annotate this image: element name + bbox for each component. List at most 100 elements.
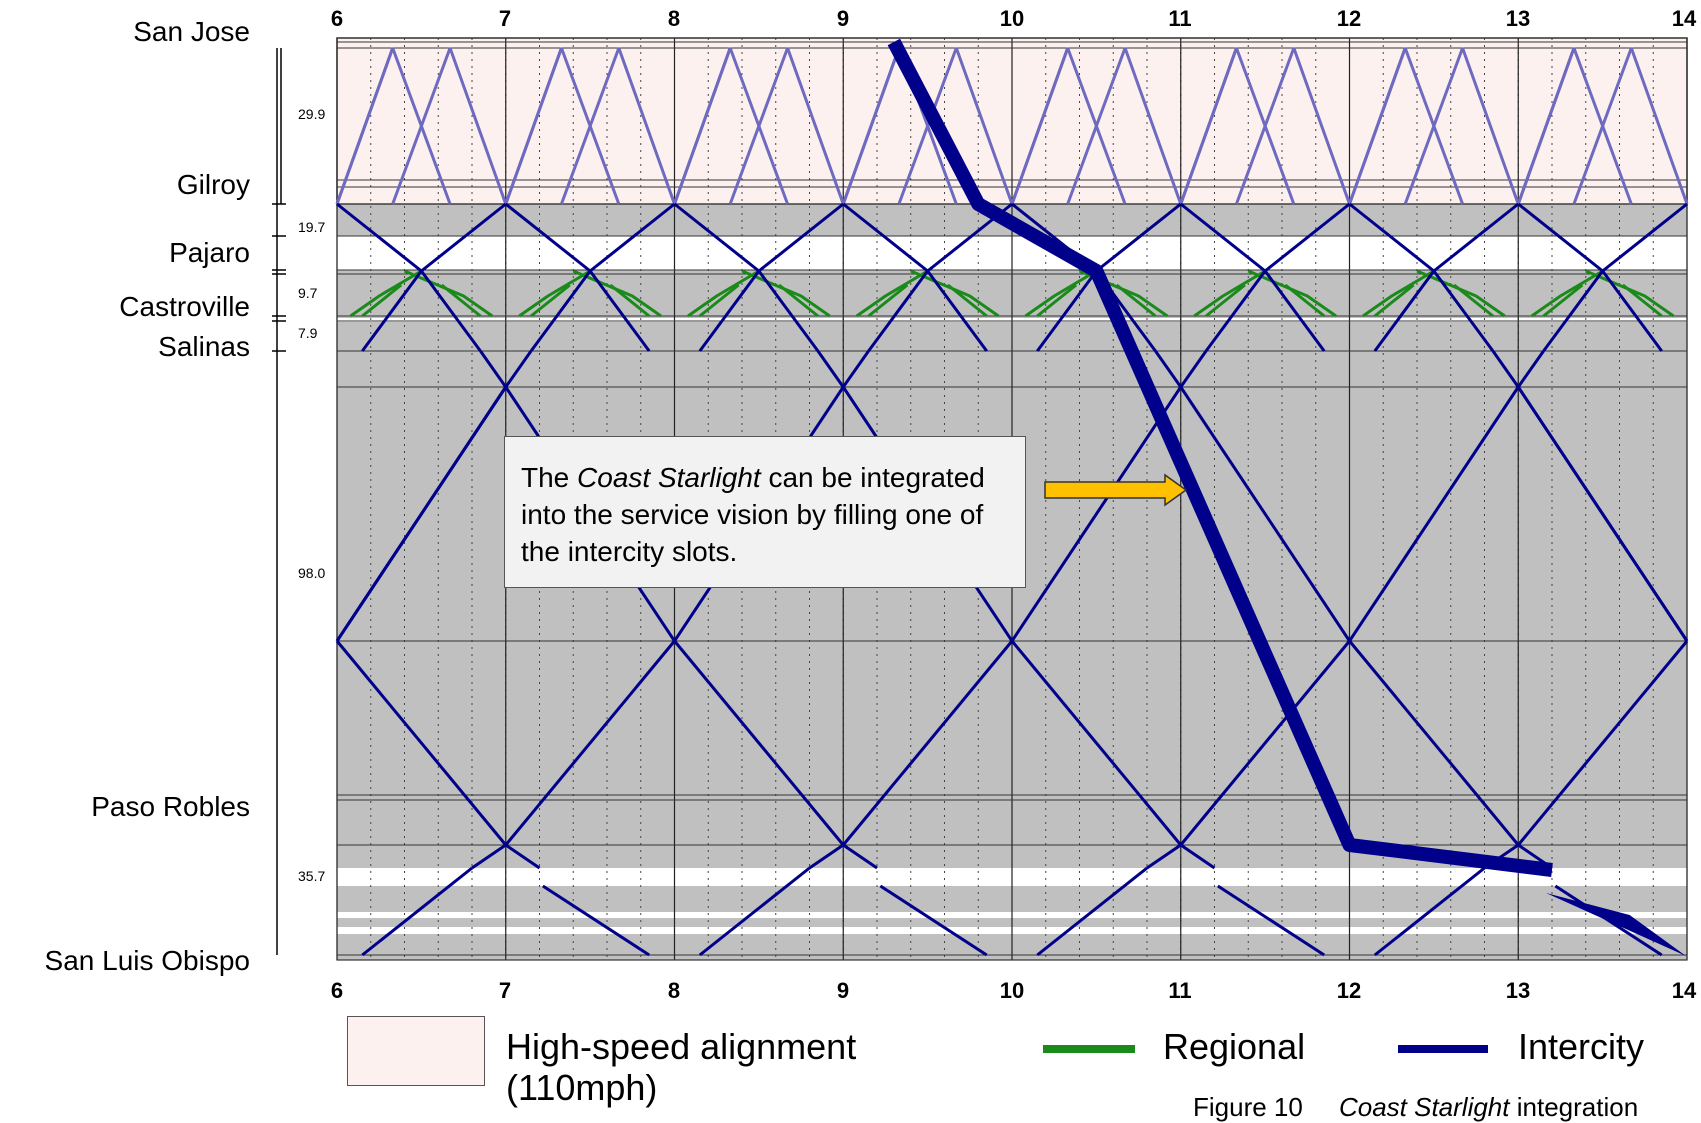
x-tick-top: 6 — [330, 6, 344, 31]
series-intercity — [1036, 866, 1148, 957]
series-intercity-hs — [673, 47, 732, 205]
series-regional — [1247, 269, 1337, 318]
series-intercity — [816, 350, 845, 388]
series-intercity-hs — [728, 47, 789, 205]
series-intercity — [842, 350, 870, 388]
segment-distance: 35.7 — [298, 868, 326, 884]
series-intercity-hs — [1348, 47, 1407, 205]
series-intercity-hs — [1403, 47, 1464, 205]
callout-prefix: The — [521, 462, 570, 493]
x-tick-bottom: 11 — [1168, 978, 1192, 1003]
legend-label-high-speed: High-speed alignment (110mph) — [506, 1026, 856, 1109]
series-regional — [687, 269, 760, 318]
series-intercity — [1348, 640, 1520, 846]
callout-arrow — [1044, 473, 1188, 507]
series-intercity-hs — [1572, 47, 1633, 205]
legend-label-intercity: Intercity — [1518, 1026, 1645, 1067]
x-tick-bottom: 7 — [498, 978, 512, 1003]
series-regional — [1284, 283, 1326, 318]
legend-swatch-high-speed — [347, 1016, 485, 1086]
series-intercity-hs — [1179, 47, 1238, 205]
series-intercity — [1491, 350, 1520, 388]
series-intercity-hs — [1461, 47, 1520, 205]
series-regional — [1542, 283, 1584, 318]
series-intercity-hs — [335, 47, 395, 205]
series-regional — [867, 283, 909, 318]
series-intercity — [1373, 202, 1520, 352]
segment-distance: 98.0 — [298, 565, 326, 581]
station-label: Paso Robles — [91, 791, 250, 822]
series-intercity — [335, 386, 507, 642]
x-tick-bottom: 6 — [330, 978, 344, 1003]
series-intercity-hs — [841, 47, 901, 205]
series-regional — [1585, 269, 1675, 318]
series-intercity — [673, 640, 845, 846]
series-intercity-hs — [1292, 47, 1351, 205]
series-intercity — [867, 202, 1013, 352]
series-regional — [698, 283, 740, 318]
series-intercity — [1179, 350, 1208, 388]
x-tick-top: 11 — [1168, 6, 1192, 31]
series-regional — [1621, 283, 1663, 318]
series-intercity-hs — [560, 47, 621, 205]
series-intercity — [361, 202, 507, 352]
x-tick-top: 8 — [667, 6, 681, 31]
series-intercity — [879, 884, 988, 957]
series-intercity — [842, 843, 878, 870]
callout-italic: Coast Starlight — [577, 462, 761, 493]
station-label: Pajaro — [169, 237, 250, 268]
series-intercity — [504, 843, 541, 870]
series-regional — [1530, 269, 1604, 318]
station-label: Castroville — [119, 291, 250, 322]
callout-suffix: can be integrated into the service visio… — [521, 462, 985, 567]
series-intercity — [1373, 866, 1486, 957]
series-intercity — [542, 884, 651, 957]
series-regional — [361, 283, 403, 318]
series-intercity-hs — [1516, 47, 1576, 205]
series-regional — [1036, 283, 1078, 318]
x-tick-bottom: 8 — [667, 978, 681, 1003]
series-regional — [910, 269, 1000, 318]
series-intercity-hs — [1629, 47, 1689, 205]
x-tick-bottom: 12 — [1336, 978, 1362, 1003]
series-intercity-hs — [1066, 47, 1127, 205]
x-tick-top: 10 — [999, 6, 1025, 31]
station-label: Gilroy — [176, 169, 250, 200]
caption-italic: Coast Starlight — [1338, 1092, 1510, 1122]
series-regional — [349, 269, 423, 318]
segment-distance: 9.7 — [298, 285, 318, 301]
coast-starlight-head — [1546, 893, 1686, 956]
annotation-callout: The Coast Starlight can be integrated in… — [504, 436, 1026, 588]
series-intercity — [479, 350, 507, 388]
series-intercity — [1542, 202, 1688, 352]
series-regional — [946, 283, 988, 318]
series-intercity-hs — [504, 47, 563, 205]
x-tick-top: 13 — [1505, 6, 1531, 31]
segment-distance: 19.7 — [298, 219, 326, 235]
series-intercity — [1010, 640, 1182, 846]
series-intercity-hs — [786, 47, 845, 205]
station-label: San Jose — [133, 16, 250, 47]
series-intercity — [698, 202, 845, 352]
x-tick-top: 12 — [1336, 6, 1362, 31]
series-regional — [1205, 283, 1246, 318]
caption-prefix: Figure 10 — [1193, 1092, 1303, 1122]
series-regional — [1115, 283, 1157, 318]
series-regional — [403, 269, 494, 318]
series-intercity-hs — [617, 47, 676, 205]
plot-frame — [336, 37, 1688, 961]
series-regional — [1193, 269, 1266, 318]
figure-caption: Figure 10 Coast Starlight integration — [1193, 1092, 1638, 1123]
series-regional — [572, 269, 662, 318]
series-regional — [1362, 269, 1435, 318]
series-intercity — [471, 843, 507, 870]
series-regional — [855, 269, 929, 318]
series-intercity — [1217, 884, 1326, 957]
series-regional — [530, 283, 571, 318]
x-tick-top: 9 — [836, 6, 850, 31]
series-intercity — [361, 866, 473, 957]
series-regional — [1416, 269, 1506, 318]
series-regional — [518, 269, 591, 318]
